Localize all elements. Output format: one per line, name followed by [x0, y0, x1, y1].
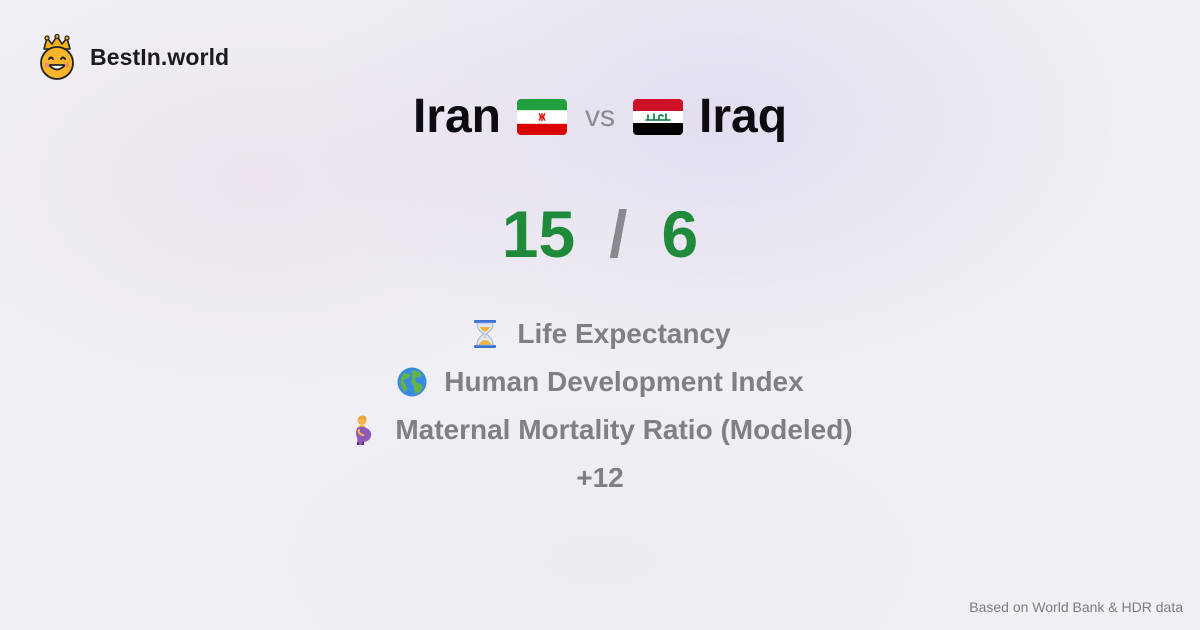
crowned-smiley-icon — [40, 34, 74, 80]
metric-label: Human Development Index — [444, 366, 804, 397]
globe-icon — [397, 367, 427, 397]
score-separator: / — [609, 197, 628, 271]
right-country-name[interactable]: Iraq — [699, 90, 788, 143]
metric-list: Life Expectancy Human Development Index … — [0, 310, 1200, 502]
metric-item[interactable]: Human Development Index — [396, 358, 804, 406]
hourglass-icon — [474, 320, 497, 348]
left-country-name[interactable]: Iran — [412, 90, 501, 143]
pregnant-woman-icon — [356, 415, 372, 445]
metric-label: Life Expectancy — [517, 318, 731, 349]
left-score: 15 — [501, 197, 576, 271]
score-summary: 15 / 6 — [0, 194, 1200, 274]
right-score: 6 — [661, 197, 699, 271]
iraq-flag-icon — [633, 99, 683, 135]
brand-name: BestIn.world — [90, 43, 230, 70]
vs-label: vs — [585, 100, 615, 133]
data-source-note: Based on World Bank & HDR data — [969, 599, 1183, 615]
comparison-title: Iran vs Iraq — [0, 86, 1200, 148]
metric-label: Maternal Mortality Ratio (Modeled) — [395, 414, 853, 445]
metric-item[interactable]: Life Expectancy — [469, 310, 731, 358]
brand[interactable]: BestIn.world — [38, 34, 229, 80]
more-metrics-link[interactable]: +12 — [576, 462, 624, 493]
iran-flag-icon — [517, 99, 567, 135]
metric-item[interactable]: Maternal Mortality Ratio (Modeled) — [347, 406, 853, 454]
